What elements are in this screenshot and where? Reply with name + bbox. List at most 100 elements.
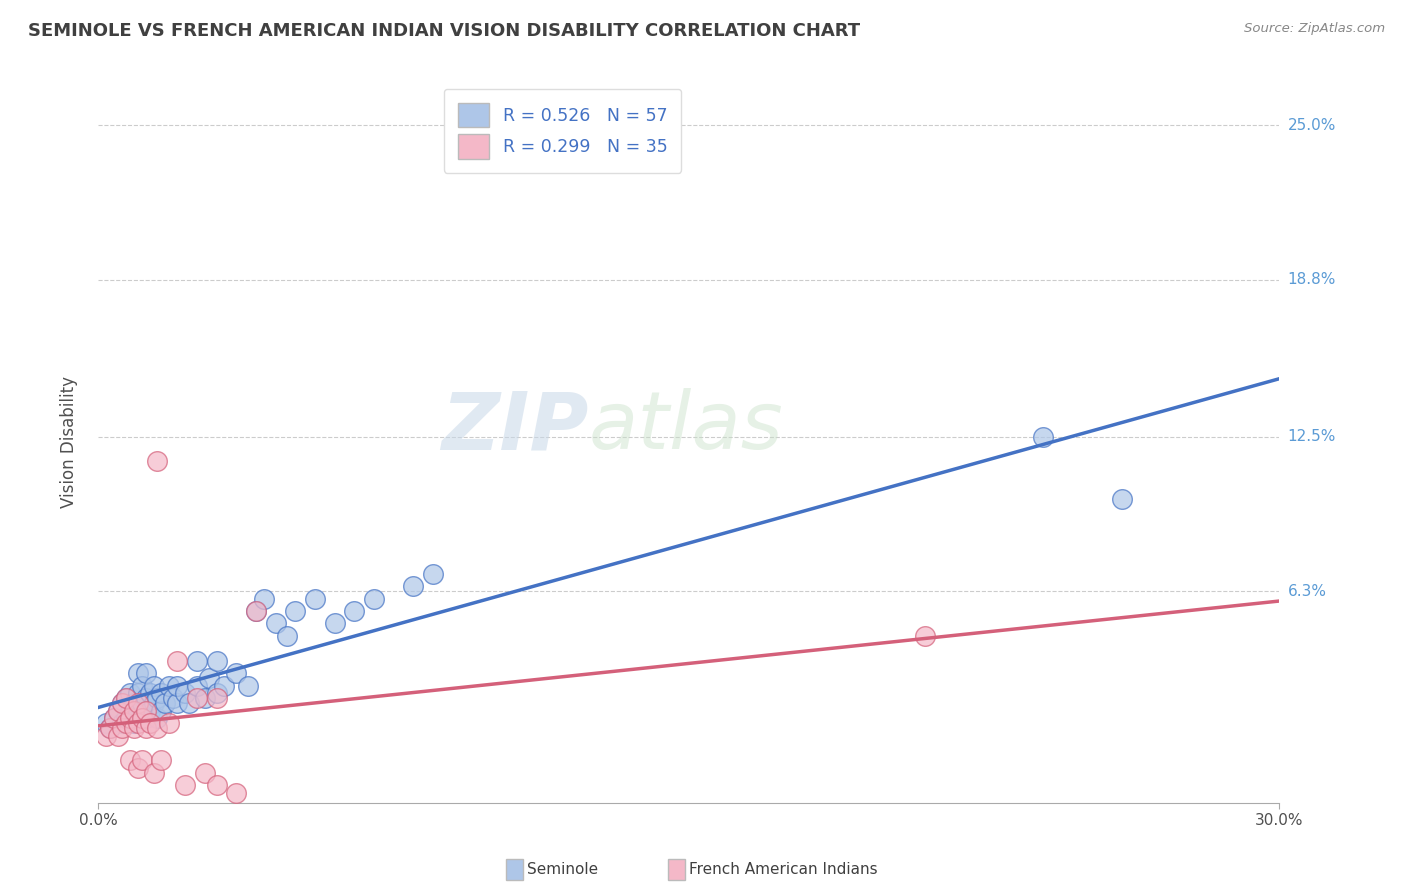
Point	[111, 721, 134, 735]
Point	[186, 691, 208, 706]
Point	[107, 704, 129, 718]
Point	[131, 696, 153, 710]
Point	[115, 716, 138, 731]
Point	[146, 721, 169, 735]
Point	[131, 679, 153, 693]
Point	[1032, 429, 1054, 443]
Point	[122, 721, 145, 735]
Point	[146, 691, 169, 706]
Point	[174, 778, 197, 792]
Point	[131, 711, 153, 725]
Point	[142, 765, 165, 780]
Point	[205, 691, 228, 706]
Point	[142, 696, 165, 710]
Point	[150, 704, 173, 718]
Point	[118, 754, 141, 768]
Text: Source: ZipAtlas.com: Source: ZipAtlas.com	[1244, 22, 1385, 36]
Point	[127, 666, 149, 681]
Point	[150, 754, 173, 768]
Point	[264, 616, 287, 631]
Point	[135, 666, 157, 681]
Point	[157, 716, 180, 731]
Point	[127, 761, 149, 775]
Point	[166, 654, 188, 668]
Text: 6.3%: 6.3%	[1288, 583, 1327, 599]
Point	[225, 666, 247, 681]
Point	[162, 691, 184, 706]
Point	[142, 679, 165, 693]
Point	[103, 711, 125, 725]
Point	[236, 679, 259, 693]
Point	[138, 716, 160, 731]
Point	[98, 721, 121, 735]
Point	[107, 729, 129, 743]
Point	[186, 679, 208, 693]
Point	[205, 778, 228, 792]
Point	[127, 686, 149, 700]
Point	[323, 616, 346, 631]
Point	[155, 696, 177, 710]
Point	[115, 711, 138, 725]
Point	[245, 604, 267, 618]
Y-axis label: Vision Disability: Vision Disability	[59, 376, 77, 508]
Point	[135, 721, 157, 735]
Point	[245, 604, 267, 618]
Point	[214, 679, 236, 693]
Point	[122, 696, 145, 710]
Point	[284, 604, 307, 618]
Point	[127, 696, 149, 710]
Point	[122, 704, 145, 718]
Point	[205, 654, 228, 668]
Point	[186, 654, 208, 668]
Point	[402, 579, 425, 593]
Point	[111, 696, 134, 710]
Point	[150, 686, 173, 700]
Point	[276, 629, 298, 643]
Point	[103, 711, 125, 725]
Point	[122, 716, 145, 731]
Point	[111, 716, 134, 731]
Point	[166, 679, 188, 693]
Point	[343, 604, 366, 618]
Point	[115, 691, 138, 706]
Text: 18.8%: 18.8%	[1288, 272, 1336, 287]
Point	[138, 686, 160, 700]
Point	[115, 691, 138, 706]
Point	[107, 704, 129, 718]
Point	[96, 716, 118, 731]
Legend: R = 0.526   N = 57, R = 0.299   N = 35: R = 0.526 N = 57, R = 0.299 N = 35	[444, 89, 682, 173]
Point	[197, 671, 219, 685]
Point	[304, 591, 326, 606]
Point	[118, 704, 141, 718]
Text: Seminole: Seminole	[527, 863, 599, 877]
Point	[194, 765, 217, 780]
Point	[177, 696, 200, 710]
Text: atlas: atlas	[589, 388, 783, 467]
Point	[166, 696, 188, 710]
Point	[1111, 491, 1133, 506]
Point	[146, 454, 169, 468]
Point	[914, 629, 936, 643]
Point	[135, 704, 157, 718]
Point	[422, 566, 444, 581]
Text: 25.0%: 25.0%	[1288, 118, 1336, 133]
Text: SEMINOLE VS FRENCH AMERICAN INDIAN VISION DISABILITY CORRELATION CHART: SEMINOLE VS FRENCH AMERICAN INDIAN VISIO…	[28, 22, 860, 40]
Point	[96, 729, 118, 743]
Text: 12.5%: 12.5%	[1288, 429, 1336, 444]
Point	[118, 711, 141, 725]
Point	[127, 716, 149, 731]
Point	[363, 591, 385, 606]
Text: French American Indians: French American Indians	[689, 863, 877, 877]
Point	[174, 686, 197, 700]
Point	[131, 754, 153, 768]
Point	[205, 686, 228, 700]
Point	[194, 691, 217, 706]
Point	[138, 704, 160, 718]
Point	[135, 691, 157, 706]
Point	[253, 591, 276, 606]
Point	[98, 721, 121, 735]
Point	[127, 704, 149, 718]
Point	[118, 686, 141, 700]
Point	[111, 696, 134, 710]
Point	[146, 711, 169, 725]
